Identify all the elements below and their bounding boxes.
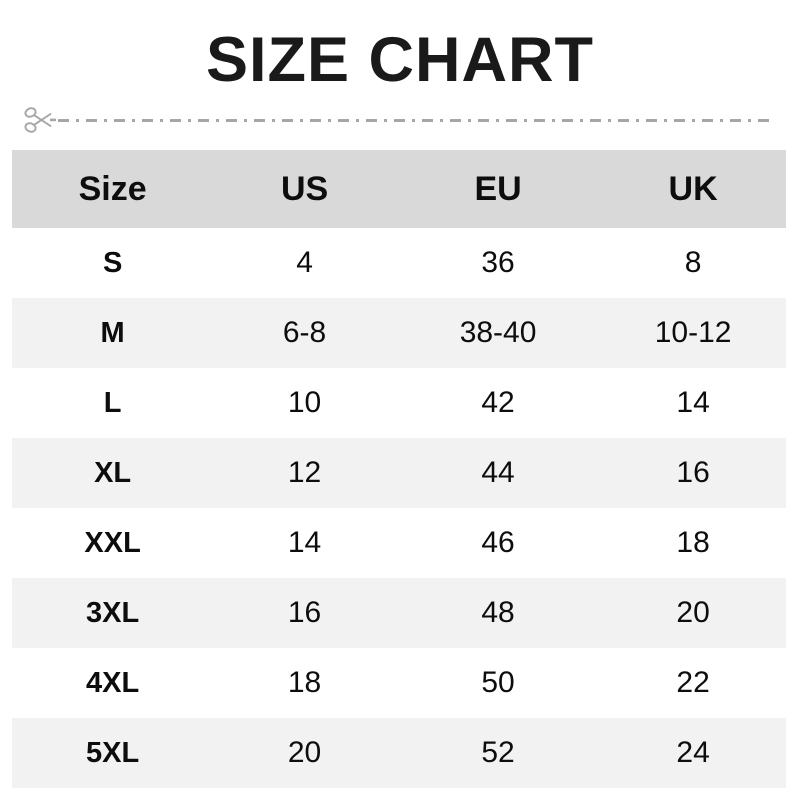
column-header-uk: UK bbox=[600, 150, 786, 228]
table-row: 4XL 18 50 22 bbox=[12, 648, 786, 718]
cut-here-line bbox=[22, 103, 778, 137]
cell-us: 14 bbox=[213, 508, 396, 578]
cell-size: 4XL bbox=[12, 648, 214, 718]
cell-uk: 18 bbox=[600, 508, 786, 578]
cell-eu: 52 bbox=[395, 718, 601, 788]
cell-size: S bbox=[12, 228, 214, 298]
cell-size: 5XL bbox=[12, 718, 214, 788]
cell-eu: 36 bbox=[395, 228, 601, 298]
cell-size: L bbox=[12, 368, 214, 438]
dashed-cut-line bbox=[58, 119, 772, 122]
cell-us: 12 bbox=[213, 438, 396, 508]
column-header-eu: EU bbox=[395, 150, 601, 228]
scissors-icon bbox=[24, 107, 56, 133]
cell-us: 20 bbox=[213, 718, 396, 788]
cell-eu: 42 bbox=[395, 368, 601, 438]
cell-eu: 44 bbox=[395, 438, 601, 508]
cell-uk: 20 bbox=[600, 578, 786, 648]
page-title: SIZE CHART bbox=[206, 25, 594, 95]
cell-uk: 14 bbox=[600, 368, 786, 438]
cell-eu: 50 bbox=[395, 648, 601, 718]
cell-uk: 24 bbox=[600, 718, 786, 788]
cell-eu: 48 bbox=[395, 578, 601, 648]
cell-uk: 10-12 bbox=[600, 298, 786, 368]
table-header-row: Size US EU UK bbox=[12, 150, 786, 228]
cell-uk: 22 bbox=[600, 648, 786, 718]
column-header-us: US bbox=[213, 150, 396, 228]
cell-us: 18 bbox=[213, 648, 396, 718]
cell-uk: 16 bbox=[600, 438, 786, 508]
cell-us: 4 bbox=[213, 228, 396, 298]
table-row: L 10 42 14 bbox=[12, 368, 786, 438]
table-row: 3XL 16 48 20 bbox=[12, 578, 786, 648]
table-row: XL 12 44 16 bbox=[12, 438, 786, 508]
cell-size: XL bbox=[12, 438, 214, 508]
table-row: 5XL 20 52 24 bbox=[12, 718, 786, 788]
column-header-size: Size bbox=[12, 150, 214, 228]
cell-eu: 38-40 bbox=[395, 298, 601, 368]
size-chart-table: Size US EU UK S 4 36 8 M 6-8 38-40 10-12… bbox=[12, 150, 786, 788]
table-row: S 4 36 8 bbox=[12, 228, 786, 298]
cell-us: 10 bbox=[213, 368, 396, 438]
cell-uk: 8 bbox=[600, 228, 786, 298]
cell-us: 6-8 bbox=[213, 298, 396, 368]
table-row: XXL 14 46 18 bbox=[12, 508, 786, 578]
cell-size: M bbox=[12, 298, 214, 368]
cell-size: 3XL bbox=[12, 578, 214, 648]
cell-size: XXL bbox=[12, 508, 214, 578]
cell-us: 16 bbox=[213, 578, 396, 648]
cell-eu: 46 bbox=[395, 508, 601, 578]
table-row: M 6-8 38-40 10-12 bbox=[12, 298, 786, 368]
